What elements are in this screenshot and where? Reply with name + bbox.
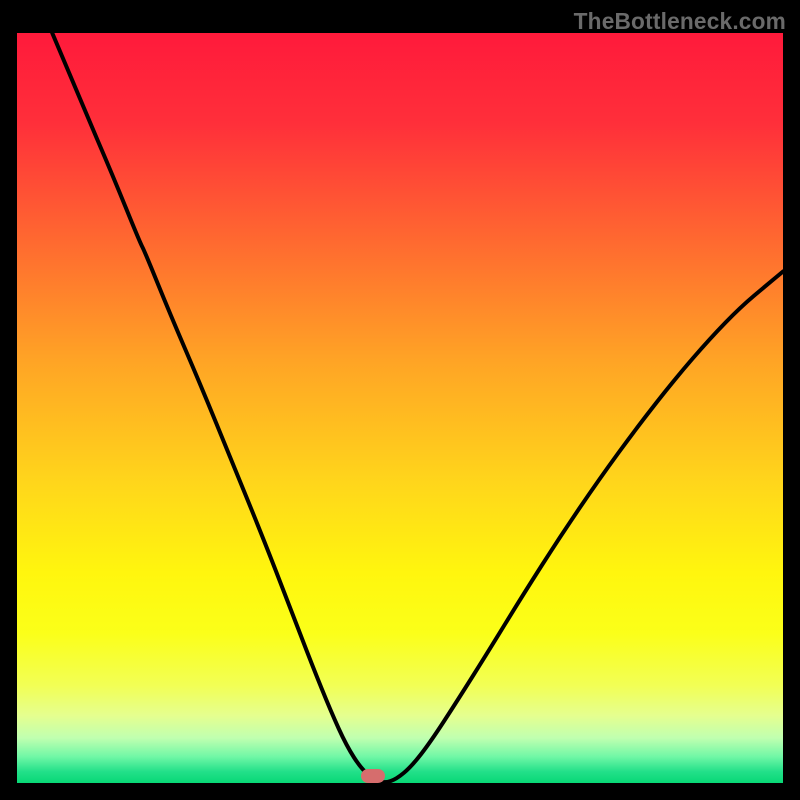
watermark-text: TheBottleneck.com — [574, 8, 786, 35]
bottleneck-curve — [17, 33, 783, 783]
plot-area — [17, 33, 783, 783]
chart-container: TheBottleneck.com — [0, 0, 800, 800]
optimal-point-marker — [361, 769, 385, 783]
